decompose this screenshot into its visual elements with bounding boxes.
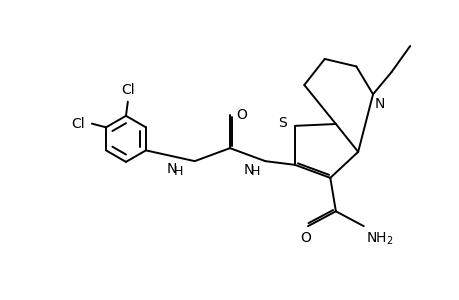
Text: O: O [300, 231, 311, 245]
Text: NH$_2$: NH$_2$ [365, 231, 392, 247]
Text: N: N [167, 162, 177, 176]
Text: H: H [250, 165, 259, 178]
Text: N: N [243, 163, 253, 177]
Text: H: H [174, 165, 183, 178]
Text: N: N [374, 97, 385, 111]
Text: Cl: Cl [72, 117, 85, 130]
Text: S: S [278, 116, 286, 130]
Text: O: O [236, 108, 247, 122]
Text: Cl: Cl [121, 83, 134, 97]
